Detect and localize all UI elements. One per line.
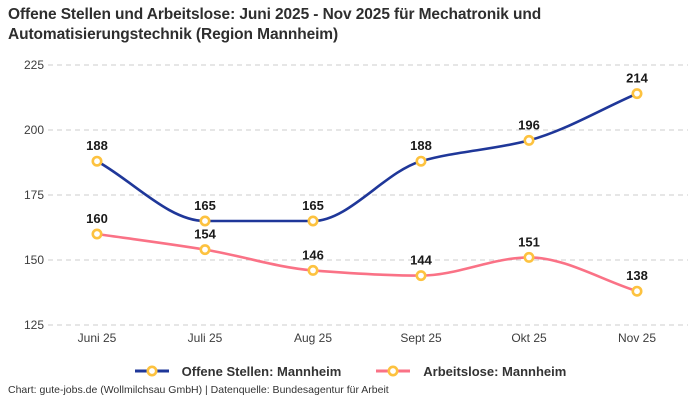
legend-label: Offene Stellen: Mannheim <box>181 363 342 379</box>
data-point <box>307 215 319 227</box>
y-tick-label: 175 <box>24 188 44 202</box>
data-point-label: 214 <box>626 71 648 86</box>
series-line-0 <box>95 92 639 223</box>
data-point <box>415 155 427 167</box>
chart-title: Offene Stellen und Arbeitslose: Juni 202… <box>8 6 542 44</box>
legend-item-1: Arbeitslose: Mannheim <box>375 364 566 379</box>
data-point-label: 160 <box>86 211 108 226</box>
legend-line-marker-icon <box>134 365 169 377</box>
x-tick-label: Sept 25 <box>400 331 442 345</box>
data-point <box>91 228 103 240</box>
data-point-label: 188 <box>86 138 108 153</box>
data-point <box>307 264 319 276</box>
data-point-label: 146 <box>302 247 324 262</box>
data-point-label: 151 <box>518 234 540 249</box>
legend-line-marker-icon <box>376 365 411 377</box>
legend-label: Arbeitslose: Mannheim <box>423 363 567 379</box>
data-point <box>631 88 643 100</box>
series-line-1 <box>95 232 639 293</box>
data-point-label: 138 <box>626 268 648 283</box>
data-point <box>523 251 535 263</box>
x-tick-label: Juni 25 <box>78 331 117 345</box>
y-tick-label: 125 <box>24 318 44 332</box>
footer-credit: Chart: gute-jobs.de (Wollmilchsau GmbH) … <box>8 384 389 396</box>
data-point-label: 188 <box>410 138 432 153</box>
x-tick-label: Okt 25 <box>511 331 547 345</box>
legend: Offene Stellen: Mannheim Arbeitslose: Man… <box>0 362 700 380</box>
legend-item-0: Offene Stellen: Mannheim <box>134 363 342 379</box>
data-point <box>523 134 535 146</box>
y-tick-label: 200 <box>24 123 44 137</box>
data-point-label: 196 <box>518 117 540 132</box>
data-point <box>199 244 211 256</box>
x-tick-label: Juli 25 <box>188 331 223 345</box>
data-point-label: 165 <box>302 198 324 213</box>
data-point-label: 144 <box>410 253 432 268</box>
data-point <box>91 155 103 167</box>
data-point-label: 154 <box>194 227 216 242</box>
x-tick-label: Nov 25 <box>618 331 656 345</box>
data-point-label: 165 <box>194 198 216 213</box>
data-point <box>199 215 211 227</box>
y-tick-label: 150 <box>24 253 44 267</box>
y-tick-label: 225 <box>24 58 44 72</box>
data-point <box>415 270 427 282</box>
x-tick-label: Aug 25 <box>294 331 332 345</box>
data-point <box>631 285 643 297</box>
